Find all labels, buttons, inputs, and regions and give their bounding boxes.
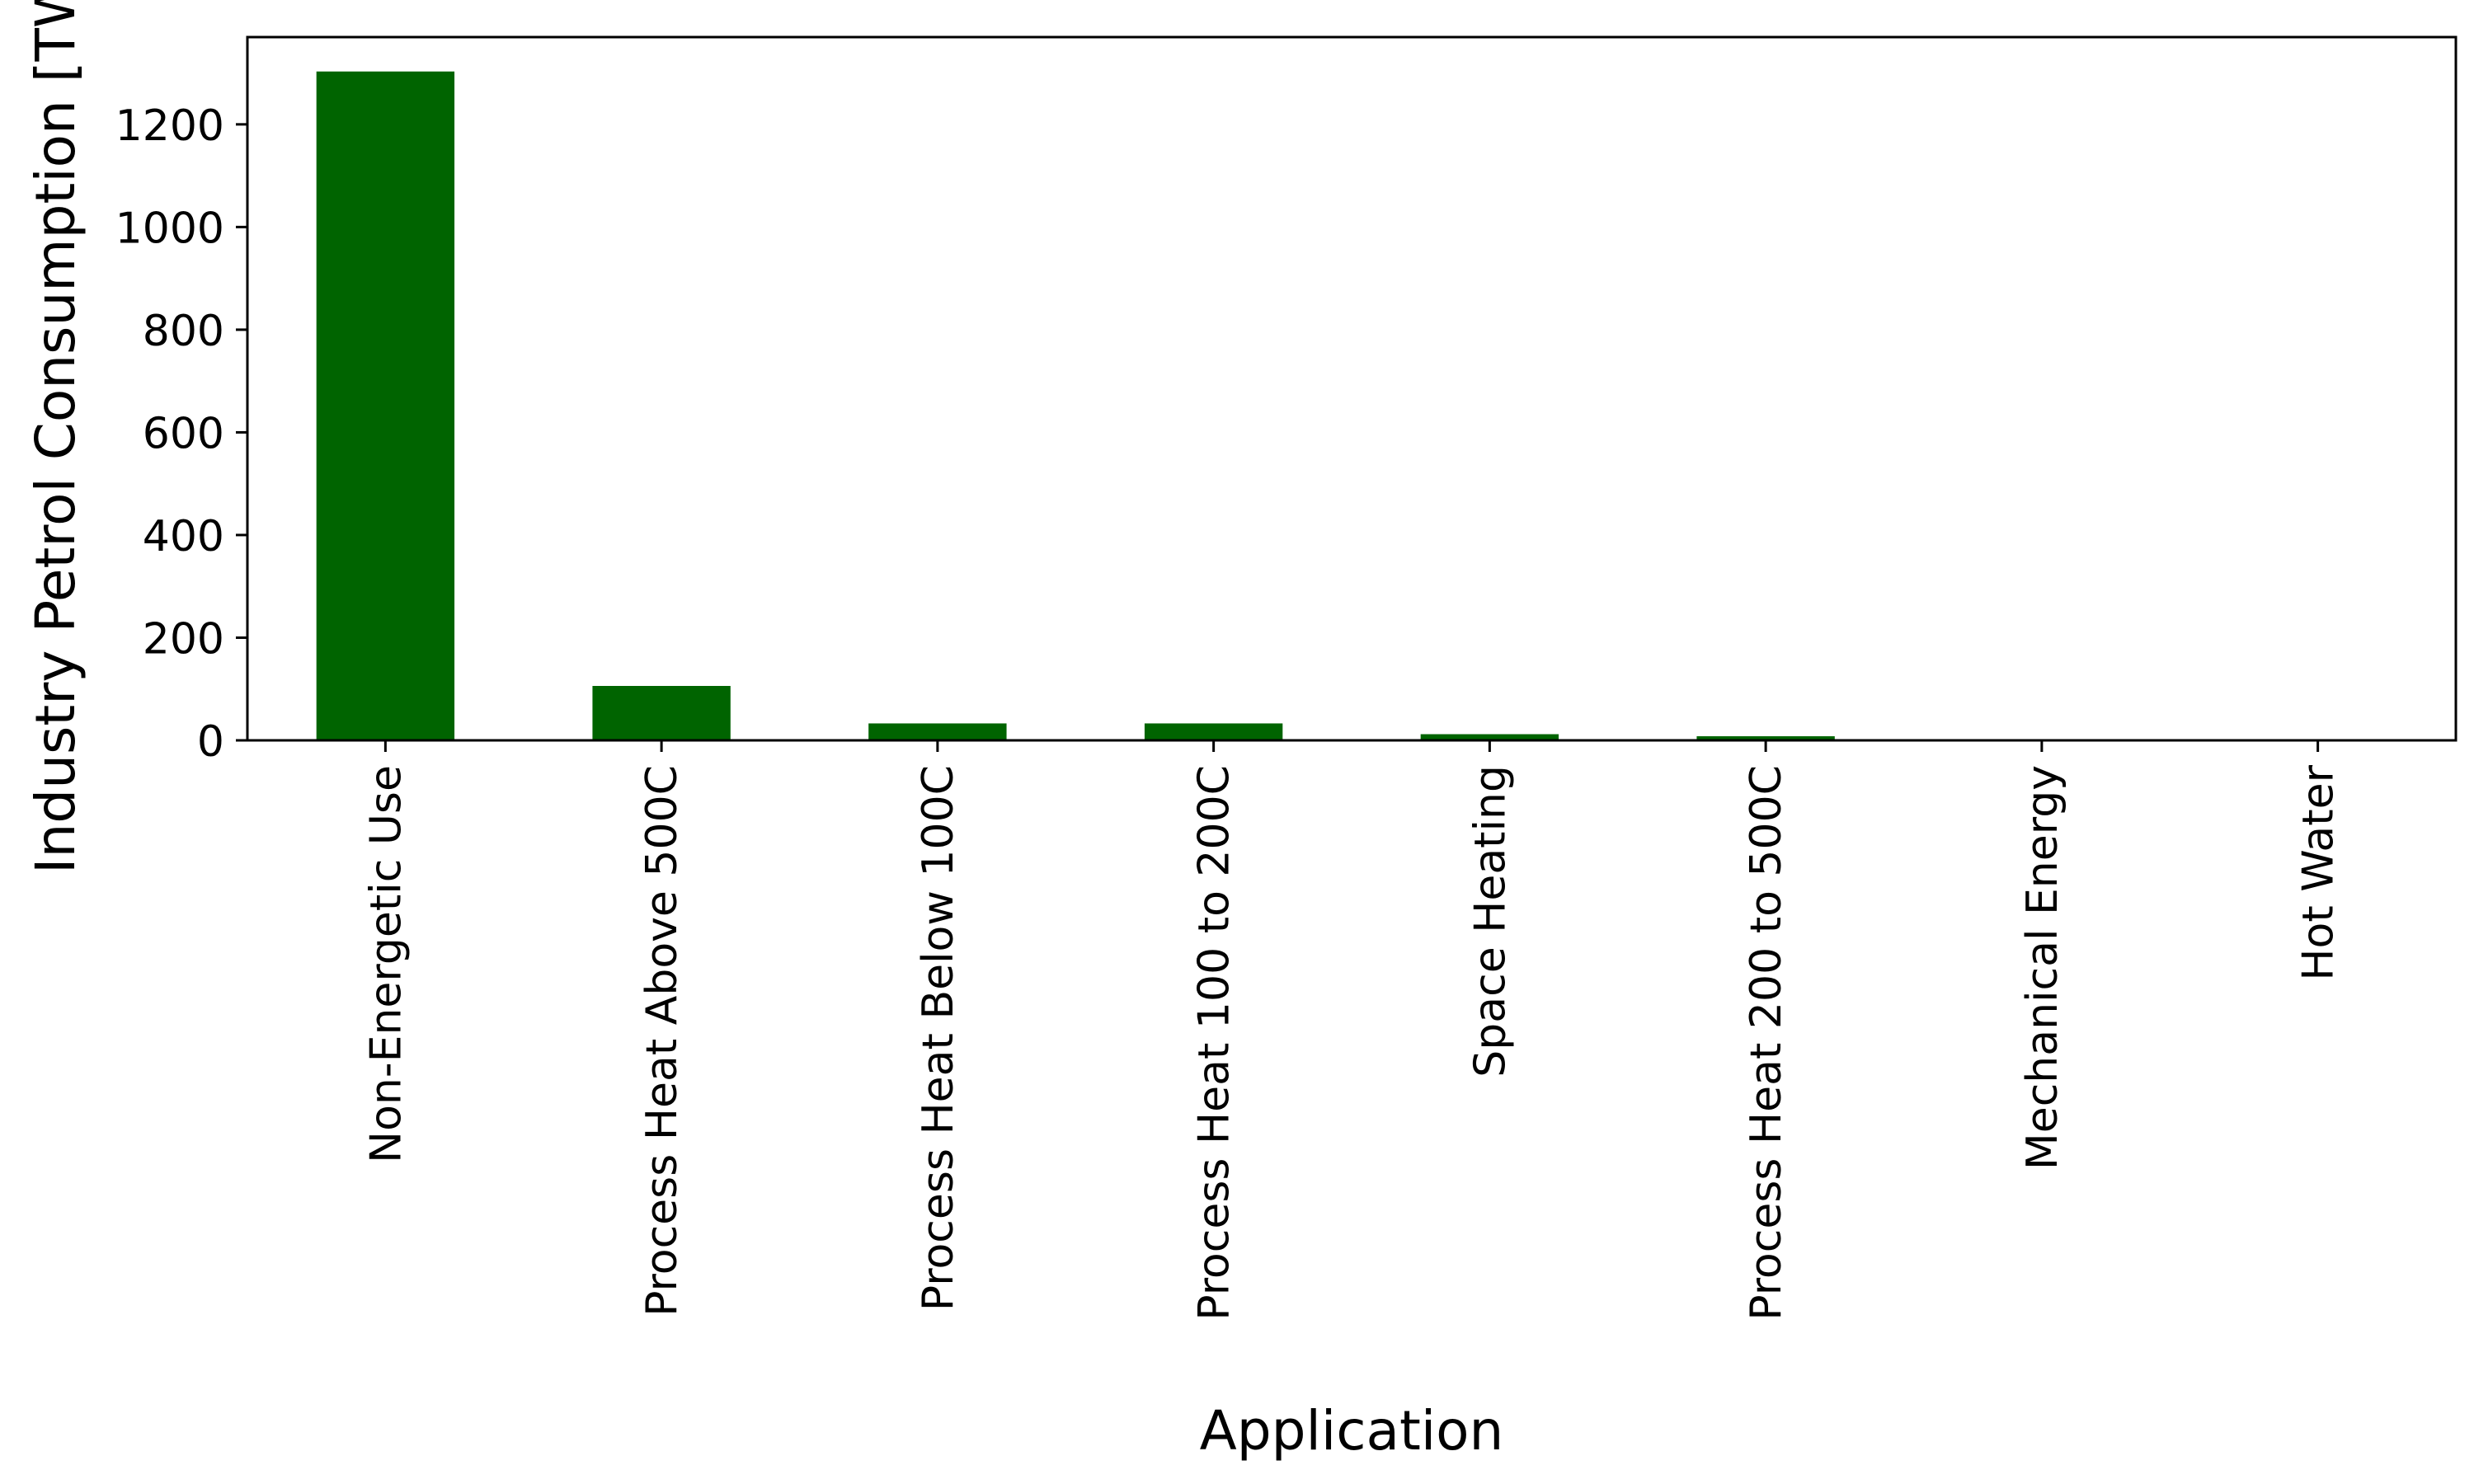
x-tick-label-2: Process Heat Below 100C [914,765,963,1311]
y-tick-label-2: 400 [143,512,224,561]
x-tick-label-3: Process Heat 100 to 200C [1190,765,1239,1321]
bars-group [316,71,1835,740]
y-tick-label-1: 200 [143,614,224,664]
bar-5 [1696,736,1835,740]
y-ticks-group: 0 200 400 600 800 1000 1200 [115,101,247,767]
bar-3 [1144,723,1283,740]
x-ticks-group: Non-Energetic Use Process Heat Above 500C… [361,740,2344,1321]
x-tick-label-5: Process Heat 200 to 500C [1742,765,1791,1321]
y-tick-label-4: 800 [143,307,224,356]
x-tick-label-6: Mechanical Energy [2018,765,2067,1170]
x-tick-label-7: Hot Water [2294,764,2344,980]
x-tick-label-4: Space Heating [1465,765,1515,1078]
y-tick-label-6: 1200 [115,101,224,151]
bar-0 [316,71,455,740]
bar-2 [868,723,1007,740]
x-tick-label-0: Non-Energetic Use [361,765,411,1163]
bar-4 [1420,734,1559,740]
x-tick-label-1: Process Heat Above 500C [637,765,687,1317]
y-axis-title: Industry Petrol Consumption [TWh] [24,0,87,874]
x-axis-title: Application [1200,1399,1504,1463]
y-tick-label-3: 600 [143,409,224,458]
bar-1 [592,686,731,740]
y-tick-label-5: 1000 [115,204,224,253]
plot-frame [246,35,2458,742]
y-tick-label-0: 0 [197,717,224,767]
